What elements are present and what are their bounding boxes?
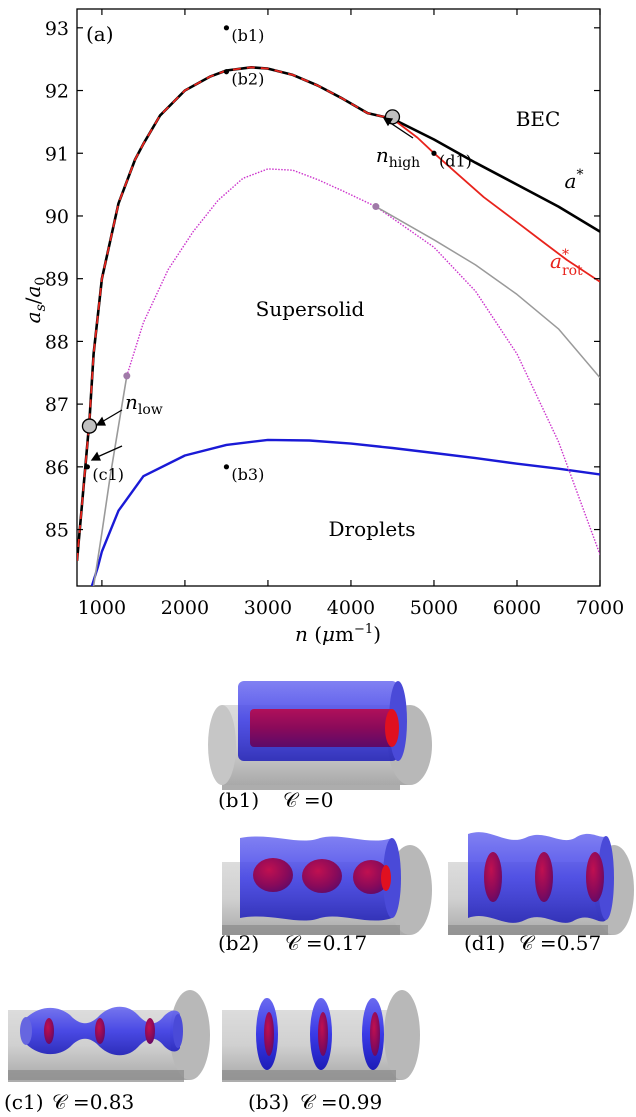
state-point-b1 [223,25,230,31]
x-tick-label: 2000 [161,597,209,619]
series-line-supersolid-dome [126,168,600,555]
y-tick-label: 89 [45,269,69,291]
region-label-droplets: Droplets [329,517,416,541]
inset-b2-caption: (b2) [218,931,259,955]
series-line-supersolid-right [375,205,600,379]
inset-b1: (b1) 𝒞 =0 [208,681,432,812]
series-line-droplet [90,438,600,586]
inset-b1-metric: 𝒞 =0 [283,788,333,812]
a-star-label: a* [565,167,584,193]
insets-layer: (b1) 𝒞 =0 (b2) 𝒞 =0.17 [4,681,634,1114]
inset-d1-red-blobs [484,852,604,902]
state-point-label-b2: (b2) [231,70,264,89]
x-tick-label: 6000 [493,597,541,619]
inset-b3-red-blobs [264,1012,380,1056]
y-tick-label: 88 [45,331,69,353]
inset-b2-red-blobs [253,858,391,894]
a-rot-label: a* rot [550,247,583,279]
chart-layer: (b1) (b2) (b3) (c1) (d1) [77,25,600,586]
inset-b1-caption: (b1) [218,788,259,812]
y-tick-label: 87 [45,394,69,416]
y-tick-label: 93 [45,18,69,40]
state-point-b2 [223,69,230,75]
region-label-bec: BEC [516,107,561,131]
region-label-supersolid: Supersolid [256,297,365,321]
inset-b3: (b3) 𝒞 =0.99 [222,990,420,1114]
inset-b1-red-core [250,709,399,747]
series-line-a-rot-dashed-overlay [77,66,393,561]
inset-c1-metric: 𝒞 =0.83 [52,1090,134,1114]
x-tick-label: 1000 [78,597,126,619]
state-point-d1 [431,150,437,156]
state-point-c1 [84,464,90,470]
arrow-n-high [382,117,414,139]
x-tick-label: 5000 [410,597,458,619]
y-tick-label: 90 [45,206,69,228]
state-point-label-c1: (c1) [92,465,124,484]
arrow-n-low [95,409,123,426]
panel-label: (a) [86,22,114,46]
inset-c1-red-blobs [44,1018,155,1044]
inset-d1-caption: (d1) [464,931,505,955]
x-axis-label: n (μm−1) [295,622,381,646]
y-tick-label: 86 [45,457,69,479]
endpoint-marker [372,203,380,211]
inset-b2-metric: 𝒞 =0.17 [285,931,367,955]
y-tick-label: 91 [45,143,69,165]
n-high-label: nhigh [376,143,420,171]
x-tick-label: 4000 [327,597,375,619]
inset-b3-metric: 𝒞 =0.99 [300,1090,382,1114]
inset-b2: (b2) 𝒞 =0.17 [218,836,432,955]
state-point-label-d1: (d1) [439,151,472,170]
x-tick-label: 3000 [244,597,292,619]
inset-c1-caption: (c1) [4,1090,44,1114]
plot-frame [76,8,601,587]
transition-marker [81,418,98,434]
state-point-label-b3: (b3) [231,465,264,484]
y-tick-label: 85 [45,520,69,542]
series-line-astar-rot [391,118,600,283]
y-axis-label: as/a0 [21,277,49,324]
inset-d1-metric: 𝒞 =0.57 [519,931,601,955]
y-tick-label: 92 [45,81,69,103]
inset-c1: (c1) 𝒞 =0.83 [4,990,210,1114]
series-line-supersolid-left [92,375,128,586]
inset-d1: (d1) 𝒞 =0.57 [448,832,634,955]
n-low-label: nlow [125,390,163,418]
state-point-label-b1: (b1) [231,26,264,45]
state-point-b3 [223,464,230,470]
endpoint-marker [123,372,131,380]
arrow-c1 [90,445,123,461]
inset-b3-caption: (b3) [248,1090,289,1114]
ticks-layer: 1000 2000 3000 4000 5000 6000 7000 85 86 87 88 89 90… [45,9,624,619]
x-tick-label: 7000 [576,597,624,619]
